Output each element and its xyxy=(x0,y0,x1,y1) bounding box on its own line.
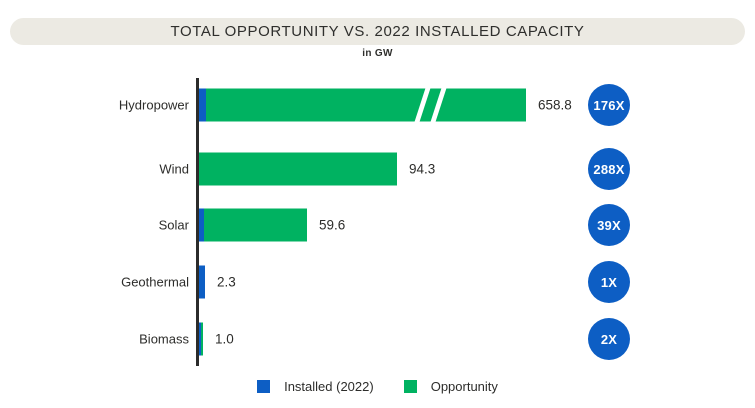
bar-value: 94.3 xyxy=(409,161,436,177)
bar-group: 2.3 xyxy=(199,265,236,299)
title-band: TOTAL OPPORTUNITY VS. 2022 INSTALLED CAP… xyxy=(10,18,745,45)
legend-item-installed: Installed (2022) xyxy=(257,379,374,394)
installed-bar xyxy=(199,88,206,122)
chart-row-hydropower: Hydropower 658.8 176X xyxy=(0,83,755,127)
multiplier-badge: 2X xyxy=(588,318,630,360)
bar-value: 1.0 xyxy=(215,331,234,347)
legend-item-opportunity: Opportunity xyxy=(403,378,498,394)
legend-label: Installed (2022) xyxy=(284,378,374,394)
axis-break-slash-icon xyxy=(413,83,432,127)
row-label: Wind xyxy=(159,161,189,177)
installed-bar xyxy=(199,322,201,356)
row-label: Geothermal xyxy=(121,274,189,290)
chart-row-geothermal: Geothermal 2.3 1X xyxy=(0,261,755,303)
page-title: TOTAL OPPORTUNITY VS. 2022 INSTALLED CAP… xyxy=(170,23,585,40)
bar-value: 59.6 xyxy=(319,217,346,233)
multiplier-badge: 1X xyxy=(588,261,630,303)
bar-group: 1.0 xyxy=(199,322,234,356)
multiplier-badge: 176X xyxy=(588,84,630,126)
multiplier-badge: 39X xyxy=(588,204,630,246)
opportunity-bar xyxy=(204,208,307,242)
chart-row-biomass: Biomass 1.0 2X xyxy=(0,318,755,360)
row-label: Biomass xyxy=(139,331,189,347)
axis-break-slash-icon xyxy=(429,83,448,127)
axis-break-marker xyxy=(413,83,450,127)
installed-bar xyxy=(199,265,205,299)
legend-label: Opportunity xyxy=(430,378,498,394)
row-label: Solar xyxy=(158,217,189,233)
legend: Installed (2022) Opportunity xyxy=(0,373,755,399)
bar-group: 658.8 xyxy=(199,83,572,127)
opportunity-swatch-icon xyxy=(403,379,417,393)
bar-group: 94.3 xyxy=(199,152,436,186)
chart-row-solar: Solar 59.6 39X xyxy=(0,204,755,246)
installed-swatch-icon xyxy=(257,379,271,393)
opportunity-bar xyxy=(206,83,526,127)
bar-group: 59.6 xyxy=(199,208,346,242)
row-label: Hydropower xyxy=(118,97,189,113)
installed-bar xyxy=(199,208,204,242)
chart-subtitle: in GW xyxy=(362,48,393,59)
multiplier-badge: 288X xyxy=(588,148,630,190)
bar-value: 658.8 xyxy=(538,97,572,113)
opportunity-bar xyxy=(199,152,397,186)
opportunity-bar xyxy=(201,322,203,356)
y-axis-line xyxy=(196,78,199,366)
chart-row-wind: Wind 94.3 288X xyxy=(0,148,755,190)
bar-value: 2.3 xyxy=(217,274,236,290)
